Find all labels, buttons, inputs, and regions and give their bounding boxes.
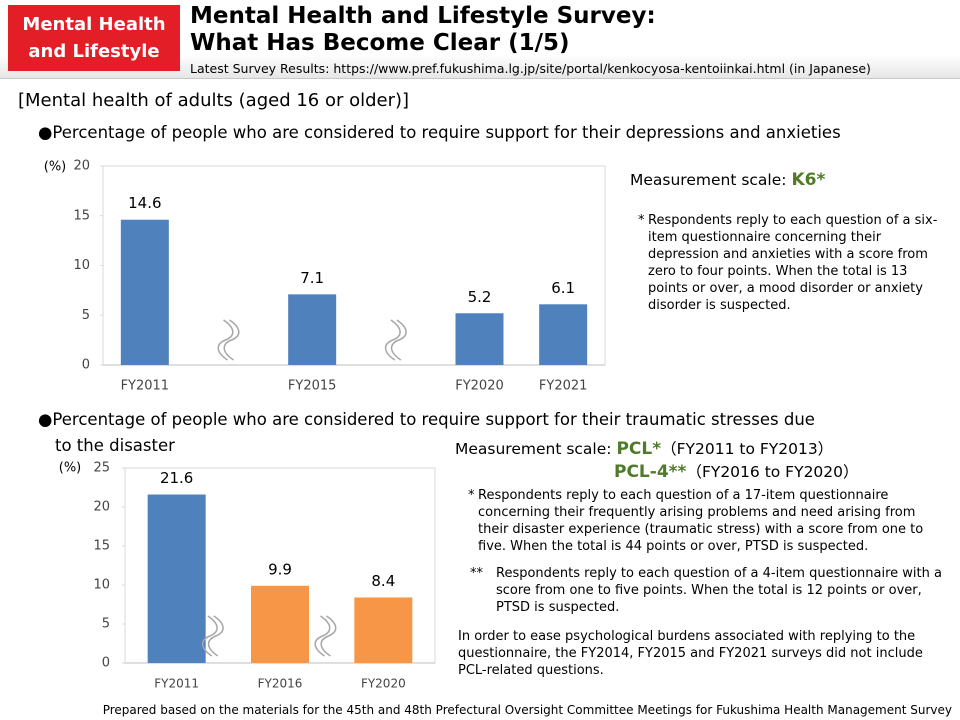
bar	[147, 494, 206, 663]
y-tick-label: 0	[82, 358, 90, 373]
bar	[539, 304, 588, 365]
axis-break	[390, 319, 407, 361]
scale-name: K6*	[791, 170, 826, 190]
axis-break	[384, 319, 401, 361]
axis-break	[314, 615, 331, 657]
value-label: 9.9	[268, 560, 292, 578]
bar	[120, 219, 169, 365]
plot-frame	[102, 165, 606, 366]
y-axis-label: (%)	[59, 461, 82, 476]
y-tick-label: 15	[93, 539, 110, 554]
source: Latest Survey Results: https://www.pref.…	[190, 61, 871, 76]
note: ** Respondents reply to each question of …	[470, 565, 948, 616]
note-text: Respondents reply to each question of a …	[496, 566, 942, 615]
title-line: Mental Health and Lifestyle Survey:	[190, 3, 656, 29]
value-label: 21.6	[160, 469, 193, 487]
value-label: 14.6	[128, 194, 161, 212]
y-tick-label: 25	[93, 461, 110, 476]
y-tick-label: 15	[73, 208, 90, 223]
scale: Measurement scale: PCL*（FY2011 to FY2013…	[455, 437, 833, 459]
value-label: 7.1	[300, 269, 324, 287]
x-tick-label: FY2011	[121, 379, 170, 394]
scale-period: （FY2016 to FY2020）	[686, 463, 859, 481]
remark: In order to ease psychological burdens a…	[458, 629, 923, 678]
scale-label: Measurement scale:	[455, 440, 612, 458]
plot-frame	[124, 467, 436, 664]
value-label: 6.1	[551, 279, 575, 297]
y-tick-label: 5	[82, 308, 90, 323]
value-label: 8.4	[371, 572, 395, 590]
note: * Respondents reply to each question of a…	[638, 212, 938, 314]
y-tick-label: 10	[93, 578, 110, 593]
y-tick-label: 0	[102, 656, 110, 671]
x-tick-label: FY2011	[154, 677, 199, 691]
x-tick-label: FY2020	[361, 677, 406, 691]
section-heading: [Mental health of adults (aged 16 or old…	[18, 90, 410, 111]
x-tick-label: FY2020	[455, 379, 504, 394]
x-tick-label: FY2016	[258, 677, 303, 691]
bar	[354, 597, 413, 663]
scale: PCL-4**（FY2016 to FY2020）	[614, 460, 859, 482]
bar	[251, 585, 309, 663]
chart-title: Percentage of people who are considered …	[38, 410, 815, 429]
footer: Prepared based on the materials for the …	[102, 703, 952, 717]
badge-line: and Lifestyle	[28, 41, 160, 62]
scale: Measurement scale: K6*	[630, 170, 825, 190]
y-tick-label: 20	[93, 500, 110, 515]
chart-title-line: Percentage of people who are considered …	[38, 410, 815, 429]
chart-title: Percentage of people who are considered …	[38, 123, 841, 142]
x-tick-label: FY2021	[539, 379, 588, 394]
y-tick-label: 5	[102, 617, 110, 632]
chart-title-line: to the disaster	[55, 436, 175, 455]
value-label: 5.2	[468, 288, 492, 306]
y-axis-label: (%)	[44, 160, 67, 175]
axis-break	[207, 615, 224, 657]
axis-break	[223, 319, 240, 361]
bar	[288, 294, 337, 365]
axis-break	[217, 319, 234, 361]
scale-name: PCL-4**	[614, 462, 687, 482]
axis-break	[320, 615, 337, 657]
chart-title-line: Percentage of people who are considered …	[38, 123, 841, 142]
note-marker: *	[468, 488, 475, 503]
bar	[455, 313, 504, 365]
note: * Respondents reply to each question of a…	[468, 487, 948, 555]
note-marker: *	[638, 213, 645, 228]
note-marker: **	[470, 566, 483, 581]
badge-line: Mental Health	[22, 14, 166, 35]
axis-break	[201, 615, 218, 657]
scale-period: （FY2011 to FY2013）	[661, 440, 834, 458]
y-tick-label: 10	[73, 258, 90, 273]
badge: Mental Health and Lifestyle	[8, 5, 180, 71]
scale-label: Measurement scale:	[630, 171, 787, 189]
x-tick-label: FY2015	[288, 379, 337, 394]
title-line: What Has Become Clear (1/5)	[190, 30, 570, 56]
y-tick-label: 20	[73, 159, 90, 174]
title: Mental Health and Lifestyle Survey: What…	[190, 3, 656, 57]
note-text: Respondents reply to each question of a …	[648, 213, 938, 313]
scale-name: PCL*	[616, 439, 662, 459]
note-text: Respondents reply to each question of a …	[478, 488, 924, 554]
